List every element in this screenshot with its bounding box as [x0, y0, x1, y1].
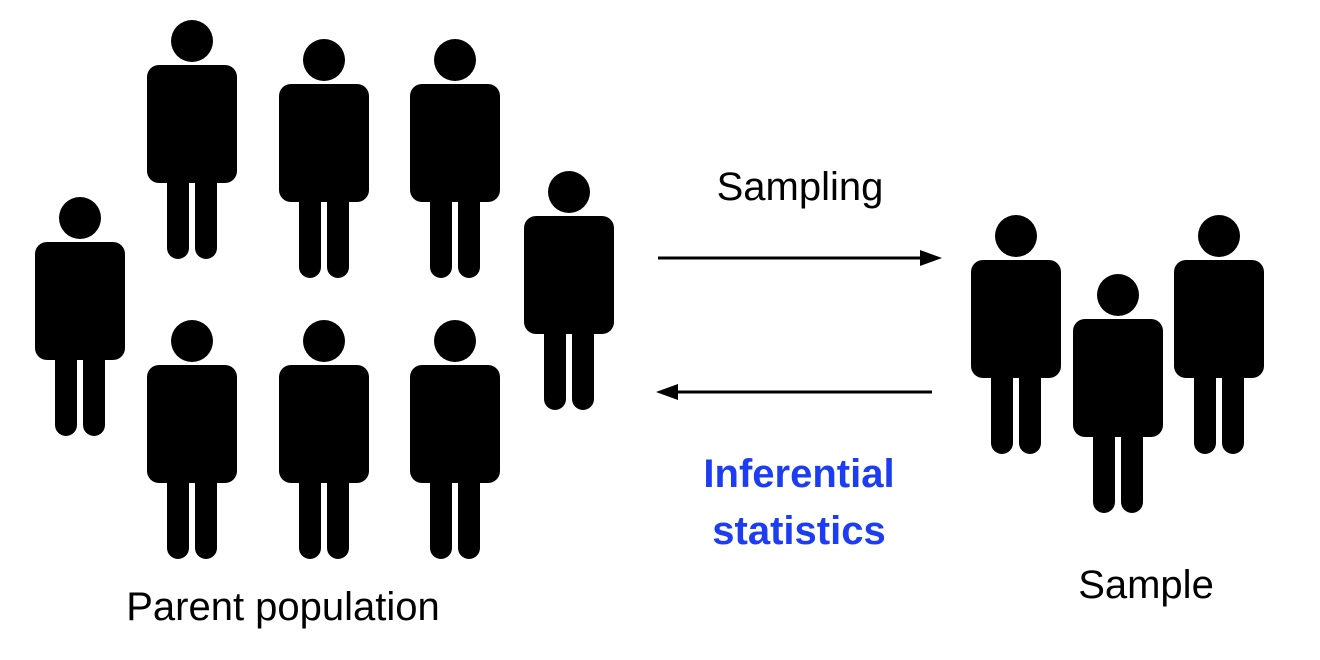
arrow-left-icon	[656, 384, 932, 400]
person-icon	[1073, 274, 1163, 513]
person-icon	[35, 197, 125, 436]
arrow-right-icon	[658, 250, 942, 266]
person-icon	[279, 39, 369, 278]
person-icon	[279, 320, 369, 559]
person-icon	[410, 320, 500, 559]
sample-label: Sample	[1078, 563, 1214, 607]
sample-group	[971, 215, 1264, 513]
person-icon	[410, 39, 500, 278]
person-icon	[524, 171, 614, 410]
inferential-statistics-label-line1: Inferential	[703, 452, 894, 496]
person-icon	[147, 320, 237, 559]
person-icon	[147, 20, 237, 259]
inferential-statistics-label-line2: statistics	[712, 509, 885, 553]
person-icon	[971, 215, 1061, 454]
person-icon	[1174, 215, 1264, 454]
parent-population-label: Parent population	[126, 585, 440, 629]
parent-population-group	[35, 20, 614, 559]
sampling-label: Sampling	[717, 165, 884, 209]
